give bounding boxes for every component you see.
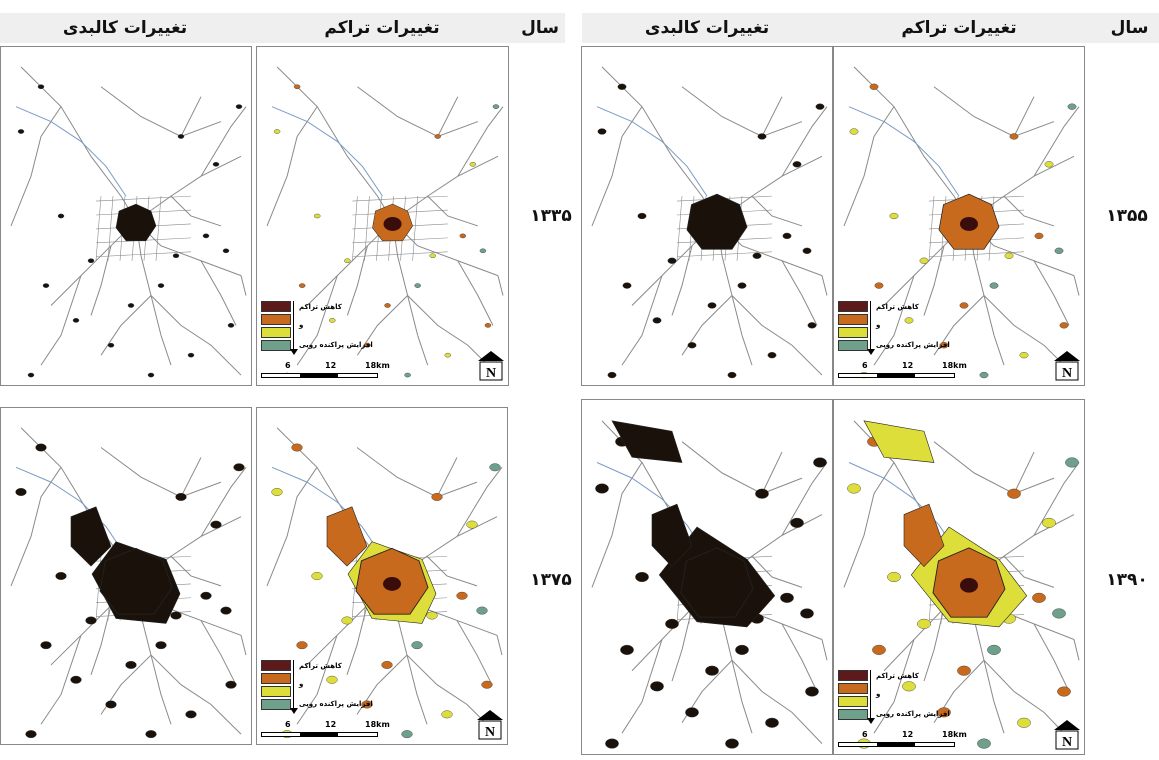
scale-label: 6	[285, 720, 291, 729]
scale-label: 12	[325, 720, 337, 729]
legend-label: کاهش تراکم	[876, 672, 919, 680]
legend-swatch	[838, 709, 868, 720]
legend-label: کاهش تراکم	[299, 662, 342, 670]
legend-swatch	[838, 301, 868, 312]
svg-text:N: N	[1062, 735, 1072, 750]
legend-swatch	[838, 696, 868, 707]
legend-arrow	[293, 301, 294, 351]
legend: کاهش تراکم و افزایش پراکنده رویی	[838, 670, 958, 730]
legend-swatch	[261, 314, 291, 325]
legend-arrow-head	[867, 718, 875, 724]
north-arrow-icon: N	[477, 710, 503, 740]
legend: کاهش تراکم و افزایش پراکنده رویی	[261, 301, 381, 361]
legend-label: افزایش پراکنده رویی	[876, 710, 950, 718]
north-arrow-icon: N	[1054, 351, 1080, 381]
legend-label: و	[299, 321, 304, 329]
map-physical-1375	[0, 407, 252, 745]
legend-arrow-head	[290, 708, 298, 714]
map-physical-1355	[581, 46, 833, 386]
map-graphic	[10, 66, 247, 378]
map-density-1390: کاهش تراکم و افزایش پراکنده رویی 6 12 18km N	[833, 399, 1085, 755]
legend-swatch	[838, 683, 868, 694]
legend-label: و	[299, 680, 304, 688]
map-graphic	[266, 427, 503, 739]
legend-arrow	[870, 670, 871, 720]
svg-text:N: N	[485, 725, 495, 740]
scale-bar	[838, 742, 955, 747]
legend-swatch	[838, 314, 868, 325]
svg-text:N: N	[1062, 366, 1072, 381]
map-physical-1335	[0, 46, 252, 386]
legend-swatch	[261, 301, 291, 312]
header-bar-right	[582, 13, 1159, 43]
header-density-right: تغییرات تراکم	[901, 18, 1017, 38]
map-graphic	[10, 427, 247, 739]
scale-label: 6	[862, 730, 868, 739]
legend-label: و	[876, 690, 881, 698]
scale-label: 18km	[365, 720, 390, 729]
legend-label: کاهش تراکم	[299, 303, 342, 311]
legend-swatch	[261, 340, 291, 351]
north-arrow-icon: N	[478, 351, 504, 381]
header-year-right: سال	[1110, 18, 1149, 38]
header-density-left: تغییرات تراکم	[324, 18, 440, 38]
scale-label: 6	[862, 361, 868, 370]
legend-swatch	[838, 327, 868, 338]
svg-text:N: N	[486, 366, 496, 381]
legend: کاهش تراکم و افزایش پراکنده رویی	[838, 301, 958, 361]
legend: کاهش تراکم و افزایش پراکنده رویی	[261, 660, 381, 720]
scale-label: 18km	[942, 361, 967, 370]
legend-label: و	[876, 321, 881, 329]
scale-label: 6	[285, 361, 291, 370]
map-density-1355: کاهش تراکم و افزایش پراکنده رویی 6 12 18km N	[833, 46, 1085, 386]
legend-arrow-head	[867, 349, 875, 355]
year-label-1375: ۱۳۷۵	[530, 570, 572, 590]
legend-swatch	[261, 686, 291, 697]
year-label-1390: ۱۳۹۰	[1106, 570, 1148, 590]
scale-label: 18km	[942, 730, 967, 739]
map-density-1335: کاهش تراکم و افزایش پراکنده رویی 6 12 18km N	[256, 46, 509, 386]
map-graphic	[843, 420, 1080, 749]
scale-label: 18km	[365, 361, 390, 370]
scale-bar	[261, 732, 378, 737]
scale-label: 12	[902, 361, 914, 370]
legend-swatch	[261, 660, 291, 671]
legend-arrow	[293, 660, 294, 710]
legend-label: افزایش پراکنده رویی	[876, 341, 950, 349]
scale-label: 12	[325, 361, 337, 370]
legend-label: افزایش پراکنده رویی	[299, 341, 373, 349]
legend-swatch	[838, 340, 868, 351]
header-year-left: سال	[521, 18, 559, 38]
year-label-1355: ۱۳۵۵	[1106, 206, 1148, 226]
legend-label: افزایش پراکنده رویی	[299, 700, 373, 708]
map-graphic	[591, 66, 828, 379]
north-arrow-icon: N	[1054, 720, 1080, 750]
legend-label: کاهش تراکم	[876, 303, 919, 311]
scale-bar	[838, 373, 955, 378]
legend-swatch	[261, 673, 291, 684]
scale-bar	[261, 373, 378, 378]
legend-swatch	[838, 670, 868, 681]
scale-label: 12	[902, 730, 914, 739]
map-graphic	[591, 420, 828, 749]
legend-arrow	[870, 301, 871, 351]
map-density-1375: کاهش تراکم و افزایش پراکنده رویی 6 12 18km N	[256, 407, 508, 745]
year-label-1335: ۱۳۳۵	[530, 206, 572, 226]
legend-arrow-head	[290, 349, 298, 355]
header-physical-left: تغییرات کالبدی	[62, 18, 188, 38]
header-bar-left	[0, 13, 565, 43]
header-physical-right: تغییرات کالبدی	[644, 18, 770, 38]
legend-swatch	[261, 699, 291, 710]
legend-swatch	[261, 327, 291, 338]
map-physical-1390	[581, 399, 833, 755]
